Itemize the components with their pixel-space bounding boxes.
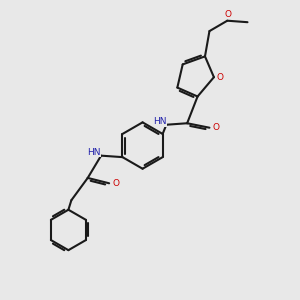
- Text: O: O: [112, 179, 119, 188]
- Text: HN: HN: [153, 117, 166, 126]
- Text: HN: HN: [87, 148, 101, 157]
- Text: O: O: [212, 123, 220, 132]
- Text: O: O: [224, 10, 231, 19]
- Text: O: O: [217, 73, 224, 82]
